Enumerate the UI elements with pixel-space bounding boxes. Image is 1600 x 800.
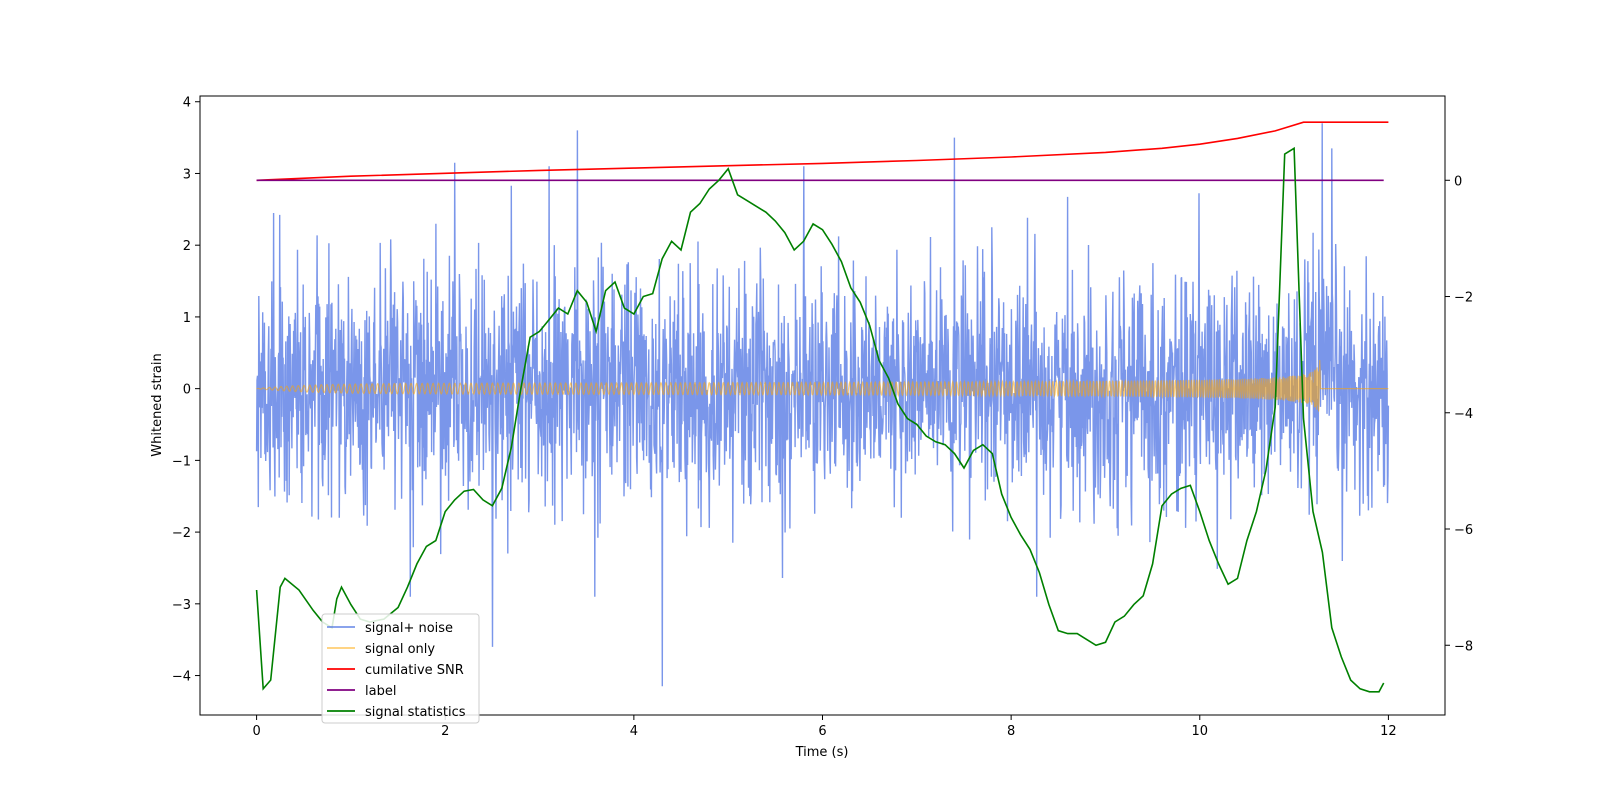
- legend-label: signal statistics: [365, 705, 466, 720]
- legend-label: signal+ noise: [365, 621, 453, 636]
- x-tick-label: 2: [441, 724, 449, 739]
- y2-tick-label: −6: [1454, 523, 1473, 538]
- y-tick-label: −4: [172, 670, 191, 685]
- series-layer: [255, 121, 1390, 693]
- y-tick-label: 2: [183, 239, 191, 254]
- y-axis-right: −8 −6 −4 −2 0: [1445, 174, 1473, 654]
- line: [256, 121, 1389, 182]
- chirp-line: [256, 359, 1389, 412]
- legend-label: label: [365, 684, 396, 699]
- noise-line: [255, 123, 1390, 687]
- legend-item: signal statistics: [327, 705, 466, 720]
- y2-tick-label: 0: [1454, 174, 1462, 189]
- legend-item: signal+ noise: [327, 621, 453, 636]
- legend: signal+ noise signal only cumilative SNR la…: [321, 613, 480, 724]
- y2-tick-label: −4: [1454, 407, 1473, 422]
- legend-label: cumilative SNR: [365, 663, 464, 678]
- series-signal-noise: [255, 123, 1390, 687]
- y-axis-label: Whitened strain: [150, 353, 165, 456]
- legend-box: [321, 613, 480, 724]
- line: [255, 146, 1385, 693]
- legend-item: cumilative SNR: [327, 663, 464, 678]
- x-tick-label: 0: [252, 724, 260, 739]
- legend-item: signal only: [327, 642, 435, 657]
- legend-label: signal only: [365, 642, 435, 657]
- y-tick-label: −2: [172, 526, 191, 541]
- series-cumilative-snr: [256, 121, 1389, 182]
- x-axis-label: Time (s): [795, 745, 849, 760]
- x-tick-label: 8: [1007, 724, 1015, 739]
- y2-tick-label: −8: [1454, 639, 1473, 654]
- y-tick-label: 1: [183, 311, 191, 326]
- x-tick-label: 10: [1191, 724, 1208, 739]
- y-tick-label: 0: [183, 383, 191, 398]
- x-tick-label: 4: [630, 724, 638, 739]
- y-tick-label: 3: [183, 167, 191, 182]
- x-axis: 0 2 4 6 8 10 12: [252, 715, 1397, 739]
- y-axis-left: −4 −3 −2 −1 0 1 2 3 4: [172, 96, 200, 685]
- y-tick-label: −3: [172, 598, 191, 613]
- y-tick-label: 4: [183, 96, 191, 111]
- x-tick-label: 6: [818, 724, 826, 739]
- series-signal-statistics: [255, 146, 1385, 693]
- x-tick-label: 12: [1380, 724, 1397, 739]
- y2-tick-label: −2: [1454, 291, 1473, 306]
- series-signal-only: [256, 359, 1389, 412]
- y-tick-label: −1: [172, 454, 191, 469]
- legend-item: label: [327, 684, 396, 699]
